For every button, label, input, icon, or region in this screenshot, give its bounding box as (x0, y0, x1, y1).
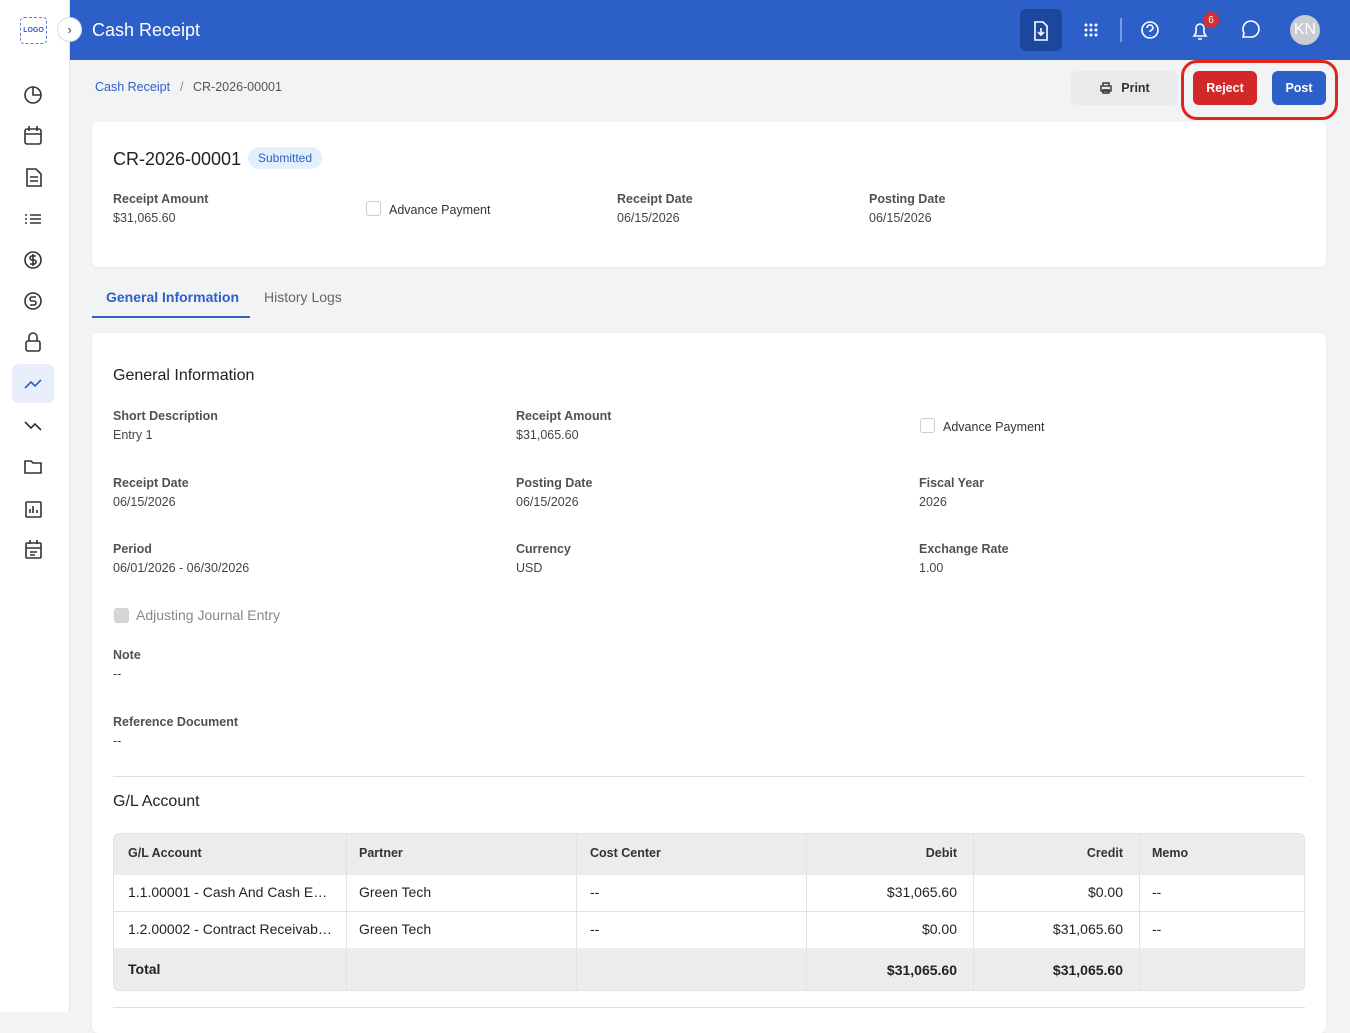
notification-badge: 6 (1203, 12, 1219, 28)
breadcrumb-current: CR-2026-00001 (193, 80, 282, 94)
field-value: $31,065.60 (516, 428, 579, 442)
post-button[interactable]: Post (1272, 71, 1326, 105)
tab-active[interactable]: General Information (106, 289, 240, 305)
breadcrumb-separator: / (180, 80, 184, 94)
checkbox-disabled (114, 608, 129, 623)
field-value: -- (113, 734, 122, 748)
divider (113, 1007, 1305, 1008)
checkbox-label: Advance Payment (389, 203, 491, 217)
field-value: USD (516, 561, 543, 575)
total-row (114, 948, 1304, 990)
status-badge: Submitted (248, 147, 323, 169)
table-cell: -- (590, 921, 600, 937)
table-cell: -- (590, 884, 600, 900)
col-divider (1139, 834, 1140, 990)
checkbox-label: Adjusting Journal Entry (136, 607, 280, 623)
col-divider (806, 834, 807, 990)
field-label: Posting Date (516, 476, 593, 490)
field-label: Currency (516, 542, 571, 556)
table-cell: Green Tech (359, 884, 432, 900)
table-header (114, 834, 1304, 875)
table-cell: Memo (1152, 846, 1189, 860)
record-id: CR-2026-00001 (113, 149, 242, 169)
table-cell: Partner (359, 846, 403, 860)
field-value: -- (113, 667, 122, 681)
field-label: Note (113, 648, 141, 662)
section-title: General Information (113, 367, 255, 384)
field-value: Entry 1 (113, 428, 153, 442)
print-icon (1100, 82, 1112, 94)
tab[interactable]: History Logs (264, 289, 342, 305)
row-divider (114, 911, 1304, 912)
summary-card (92, 122, 1326, 267)
table-cell: Cost Center (590, 846, 661, 860)
field-value: 06/15/2026 (113, 495, 176, 509)
table-cell: $0.00 (1087, 884, 1123, 900)
field-label: Posting Date (869, 192, 946, 206)
table-cell: $31,065.60 (1052, 921, 1123, 937)
table-cell: Credit (1086, 846, 1123, 860)
field-value: 1.00 (919, 561, 944, 575)
col-divider (973, 834, 974, 990)
header-icons[interactable] (1020, 0, 1350, 60)
highlight-outline (1181, 60, 1338, 120)
top-bar (70, 0, 1350, 60)
gl-table (113, 833, 1305, 991)
field-label: Receipt Amount (113, 192, 209, 206)
field-label: Receipt Amount (516, 409, 612, 423)
field-label: Receipt Date (113, 476, 189, 490)
table-cell: -- (1152, 884, 1162, 900)
avatar[interactable]: KN (1290, 15, 1320, 45)
section-title: G/L Account (113, 793, 200, 810)
table-cell: Total (128, 961, 161, 977)
field-value: 06/15/2026 (516, 495, 579, 509)
field-label: Reference Document (113, 715, 239, 729)
table-cell: G/L Account (128, 846, 202, 860)
field-label: Exchange Rate (919, 542, 1009, 556)
page-title: Cash Receipt (92, 20, 201, 40)
nav-icons[interactable] (0, 70, 70, 570)
divider (113, 776, 1305, 777)
print-label: Print (1121, 81, 1150, 95)
checkbox[interactable] (366, 201, 381, 216)
print-button[interactable]: Print (1071, 71, 1178, 105)
collapse-button[interactable]: › (57, 17, 82, 42)
col-divider (576, 834, 577, 990)
table-cell: $0.00 (921, 921, 957, 937)
field-value: 06/15/2026 (617, 211, 680, 225)
table-cell: $31,065.60 (1052, 962, 1123, 978)
field-label: Period (113, 542, 152, 556)
table-cell: $31,065.60 (886, 884, 957, 900)
logo[interactable]: LOGO (20, 17, 47, 44)
reject-button[interactable]: Reject (1193, 71, 1257, 105)
breadcrumb-link[interactable]: Cash Receipt (95, 80, 171, 94)
checkbox-label: Advance Payment (943, 420, 1045, 434)
table-cell: Green Tech (359, 921, 432, 937)
field-value: 06/01/2026 - 06/30/2026 (113, 561, 250, 575)
field-label: Receipt Date (617, 192, 693, 206)
table-cell: Debit (925, 846, 957, 860)
checkbox[interactable] (920, 418, 935, 433)
col-divider (346, 834, 347, 990)
table-cell: $31,065.60 (886, 962, 957, 978)
field-value: 2026 (919, 495, 947, 509)
table-cell: 1.1.00001 - Cash And Cash E… (128, 884, 328, 900)
tab-underline (92, 316, 250, 318)
table-cell: -- (1152, 921, 1162, 937)
field-label: Short Description (113, 409, 218, 423)
field-value: $31,065.60 (113, 211, 176, 225)
table-cell: 1.2.00002 - Contract Receivab… (128, 921, 332, 937)
field-label: Fiscal Year (919, 476, 985, 490)
field-value: 06/15/2026 (869, 211, 932, 225)
